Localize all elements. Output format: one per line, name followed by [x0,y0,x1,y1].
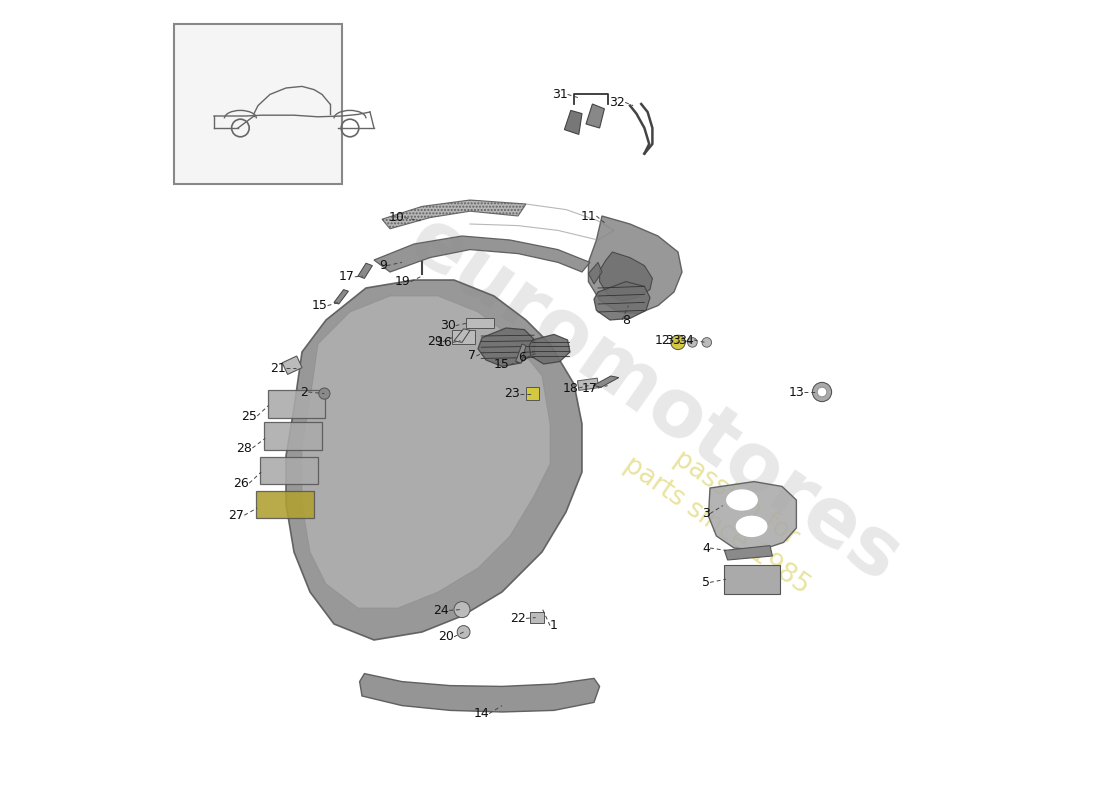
Text: 28: 28 [236,442,252,454]
Polygon shape [708,482,796,550]
Bar [261,457,318,484]
Bar [466,318,494,328]
Circle shape [458,626,470,638]
Text: 1: 1 [550,619,558,632]
Bar [267,390,326,418]
Text: 5: 5 [702,576,710,589]
Polygon shape [382,200,526,229]
Bar [452,330,475,344]
Text: passion for
parts since 1985: passion for parts since 1985 [618,424,834,600]
Text: 6: 6 [518,351,526,364]
Polygon shape [516,344,526,363]
Text: 32: 32 [609,96,625,109]
Bar [578,378,598,390]
Bar [174,24,342,184]
Text: 9: 9 [378,259,387,272]
Text: 31: 31 [552,88,568,101]
Text: euromotores: euromotores [393,201,915,599]
Text: 30: 30 [440,319,455,332]
Text: 16: 16 [437,336,452,349]
Text: 17: 17 [582,382,598,394]
Bar [264,422,322,450]
Text: 2: 2 [300,386,308,398]
Polygon shape [588,216,682,314]
Bar [256,491,314,518]
Bar [283,356,302,374]
Text: 4: 4 [702,542,710,554]
Polygon shape [529,334,570,364]
Text: 25: 25 [241,410,257,422]
Polygon shape [564,110,582,134]
Polygon shape [454,329,470,342]
Ellipse shape [727,490,757,510]
Circle shape [671,335,685,350]
Text: 8: 8 [621,314,630,326]
Text: 20: 20 [438,630,454,643]
Text: 21: 21 [271,362,286,374]
Polygon shape [586,104,604,128]
Polygon shape [286,280,582,640]
Polygon shape [600,252,652,301]
Ellipse shape [736,517,767,536]
Circle shape [454,602,470,618]
Text: 14: 14 [473,707,490,720]
Circle shape [688,338,697,347]
Polygon shape [725,546,772,560]
Text: 10: 10 [388,211,405,224]
Text: 19: 19 [395,275,410,288]
Polygon shape [358,263,373,278]
Polygon shape [374,236,590,272]
Text: 17: 17 [339,270,355,283]
Text: 3: 3 [702,507,710,520]
Text: 27: 27 [229,509,244,522]
Polygon shape [302,296,550,608]
Text: 26: 26 [233,477,250,490]
Text: 15: 15 [311,299,328,312]
Text: 18: 18 [563,382,579,394]
Polygon shape [478,328,536,366]
Polygon shape [594,282,650,320]
Polygon shape [360,674,600,712]
Bar [725,565,780,594]
Circle shape [319,388,330,399]
Text: 15: 15 [494,358,510,371]
Text: 11: 11 [581,210,596,222]
Text: 13: 13 [789,386,804,398]
Text: 33: 33 [666,334,681,346]
Text: 34: 34 [679,334,694,346]
Text: 29: 29 [427,335,443,348]
Circle shape [702,338,712,347]
Bar [526,387,539,400]
Text: 24: 24 [433,604,449,617]
Text: 7: 7 [469,350,476,362]
Text: 12: 12 [654,334,670,346]
Polygon shape [588,262,602,284]
Bar [530,612,544,623]
Text: 23: 23 [504,387,519,400]
Text: 22: 22 [510,612,526,625]
Polygon shape [334,290,349,304]
Circle shape [817,387,827,397]
Circle shape [813,382,832,402]
Polygon shape [593,376,619,387]
